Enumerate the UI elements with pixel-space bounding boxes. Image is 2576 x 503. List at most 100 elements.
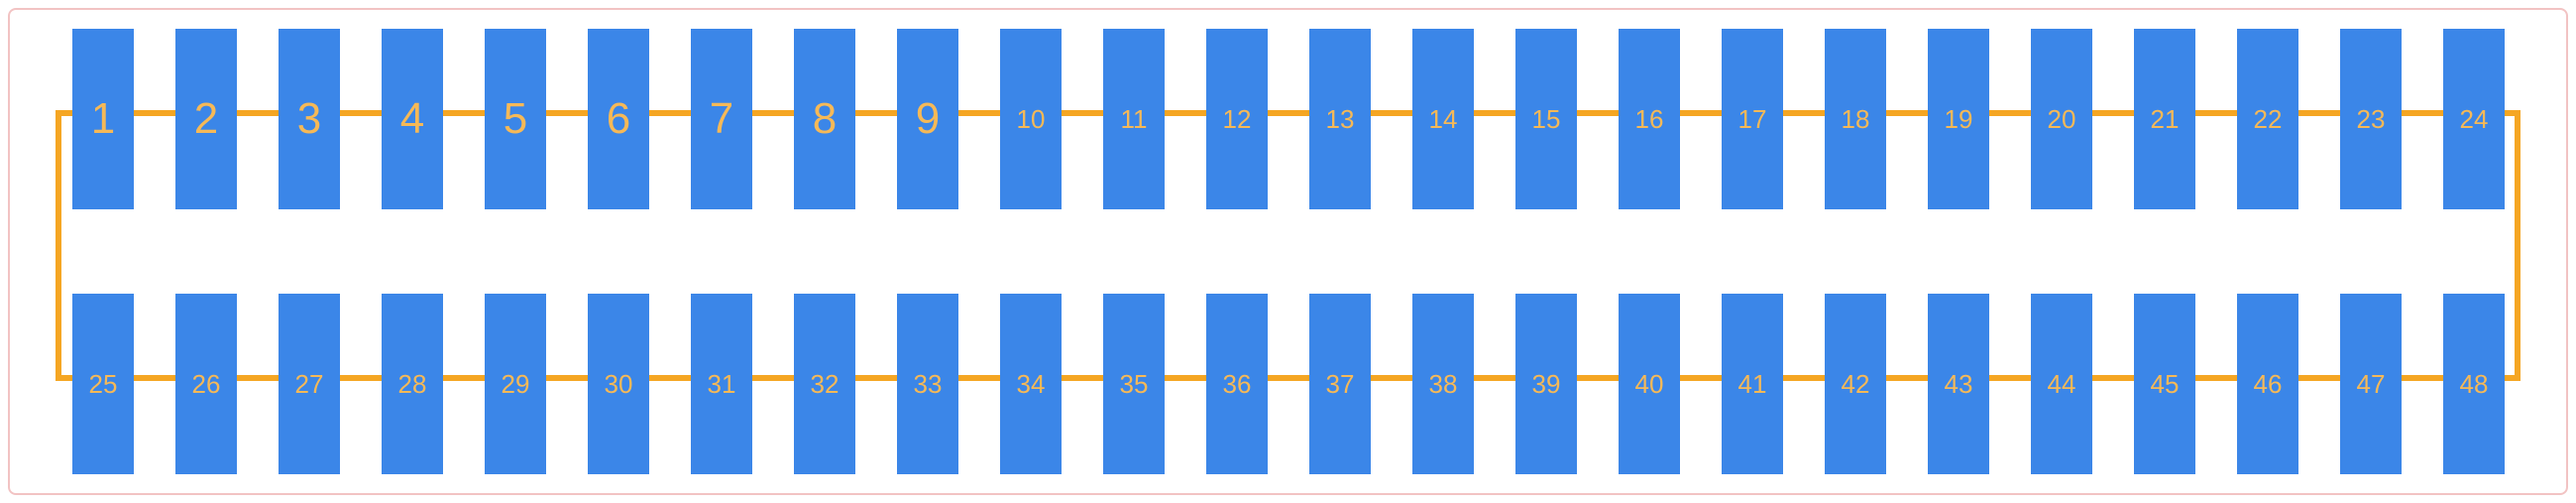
- pad-48: 48: [2443, 294, 2505, 474]
- pad-label: 31: [708, 369, 736, 400]
- pad-44: 44: [2031, 294, 2092, 474]
- pad-label: 2: [194, 94, 218, 144]
- pad-label: 7: [710, 94, 733, 144]
- pad-label: 23: [2357, 104, 2386, 135]
- pad-43: 43: [1928, 294, 1989, 474]
- pad-label: 48: [2460, 369, 2489, 400]
- pad-label: 32: [811, 369, 840, 400]
- pad-label: 43: [1945, 369, 1973, 400]
- pad-8: 8: [794, 29, 855, 209]
- pad-29: 29: [485, 294, 546, 474]
- pad-label: 6: [607, 94, 630, 144]
- pad-label: 1: [91, 94, 115, 144]
- pad-label: 39: [1532, 369, 1561, 400]
- pad-label: 12: [1223, 104, 1252, 135]
- pad-31: 31: [691, 294, 752, 474]
- pad-46: 46: [2237, 294, 2298, 474]
- pad-label: 37: [1326, 369, 1355, 400]
- pad-30: 30: [588, 294, 649, 474]
- pad-label: 46: [2254, 369, 2283, 400]
- pad-label: 3: [297, 94, 321, 144]
- pad-label: 16: [1635, 104, 1664, 135]
- pad-label: 17: [1738, 104, 1767, 135]
- pad-label: 21: [2151, 104, 2180, 135]
- pad-label: 44: [2048, 369, 2076, 400]
- pad-39: 39: [1515, 294, 1577, 474]
- pad-label: 11: [1121, 104, 1148, 135]
- pad-32: 32: [794, 294, 855, 474]
- pad-label: 45: [2151, 369, 2180, 400]
- pad-6: 6: [588, 29, 649, 209]
- pad-33: 33: [897, 294, 958, 474]
- pad-7: 7: [691, 29, 752, 209]
- pad-26: 26: [175, 294, 237, 474]
- pad-row-top: 123456789101112131415161718192021222324: [72, 29, 2505, 209]
- pad-label: 10: [1017, 104, 1046, 135]
- pad-42: 42: [1825, 294, 1886, 474]
- pad-row-bottom: 25 26 27 28 29 30 31 32 33 34 35 36 37 38 39 40 41 42 43 44…: [72, 294, 2505, 474]
- pad-label: 8: [813, 94, 837, 144]
- pad-15: 15: [1515, 29, 1577, 209]
- pad-label: 15: [1532, 104, 1561, 135]
- pad-45: 45: [2134, 294, 2195, 474]
- pad-label: 42: [1842, 369, 1870, 400]
- pad-label: 30: [605, 369, 633, 400]
- pad-label: 38: [1429, 369, 1458, 400]
- pad-37: 37: [1309, 294, 1371, 474]
- pad-label: 34: [1017, 369, 1046, 400]
- pad-4: 4: [382, 29, 443, 209]
- pad-27: 27: [279, 294, 340, 474]
- pad-47: 47: [2340, 294, 2402, 474]
- pad-label: 28: [398, 369, 427, 400]
- pad-label: 36: [1223, 369, 1252, 400]
- pad-label: 33: [914, 369, 943, 400]
- pad-13: 13: [1309, 29, 1371, 209]
- pad-2: 2: [175, 29, 237, 209]
- pad-11: 11: [1103, 29, 1165, 209]
- pad-16: 16: [1619, 29, 1680, 209]
- pad-12: 12: [1206, 29, 1268, 209]
- pad-label: 5: [504, 94, 527, 144]
- trace-left: [56, 110, 61, 381]
- pad-label: 18: [1842, 104, 1870, 135]
- pad-label: 35: [1120, 369, 1149, 400]
- pad-35: 35: [1103, 294, 1165, 474]
- pad-label: 9: [916, 94, 940, 144]
- pad-20: 20: [2031, 29, 2092, 209]
- pad-label: 47: [2357, 369, 2386, 400]
- trace-right: [2515, 110, 2520, 381]
- pad-17: 17: [1722, 29, 1783, 209]
- pad-label: 24: [2460, 104, 2489, 135]
- pad-label: 25: [89, 369, 118, 400]
- pad-label: 41: [1738, 369, 1767, 400]
- pad-label: 26: [192, 369, 221, 400]
- pad-label: 40: [1635, 369, 1664, 400]
- pad-1: 1: [72, 29, 134, 209]
- pad-label: 4: [400, 94, 424, 144]
- pad-10: 10: [1000, 29, 1062, 209]
- pad-3: 3: [279, 29, 340, 209]
- pad-38: 38: [1412, 294, 1474, 474]
- pad-21: 21: [2134, 29, 2195, 209]
- pad-label: 27: [295, 369, 324, 400]
- pad-28: 28: [382, 294, 443, 474]
- pad-label: 14: [1429, 104, 1458, 135]
- pad-18: 18: [1825, 29, 1886, 209]
- pad-23: 23: [2340, 29, 2402, 209]
- pad-label: 20: [2048, 104, 2076, 135]
- pad-24: 24: [2443, 29, 2505, 209]
- pad-label: 22: [2254, 104, 2283, 135]
- pad-14: 14: [1412, 29, 1474, 209]
- pad-36: 36: [1206, 294, 1268, 474]
- pad-22: 22: [2237, 29, 2298, 209]
- pad-label: 13: [1326, 104, 1355, 135]
- pad-5: 5: [485, 29, 546, 209]
- pad-40: 40: [1619, 294, 1680, 474]
- pad-label: 19: [1945, 104, 1973, 135]
- pad-19: 19: [1928, 29, 1989, 209]
- pad-34: 34: [1000, 294, 1062, 474]
- pad-41: 41: [1722, 294, 1783, 474]
- pad-9: 9: [897, 29, 958, 209]
- pad-label: 29: [502, 369, 530, 400]
- pad-25: 25: [72, 294, 134, 474]
